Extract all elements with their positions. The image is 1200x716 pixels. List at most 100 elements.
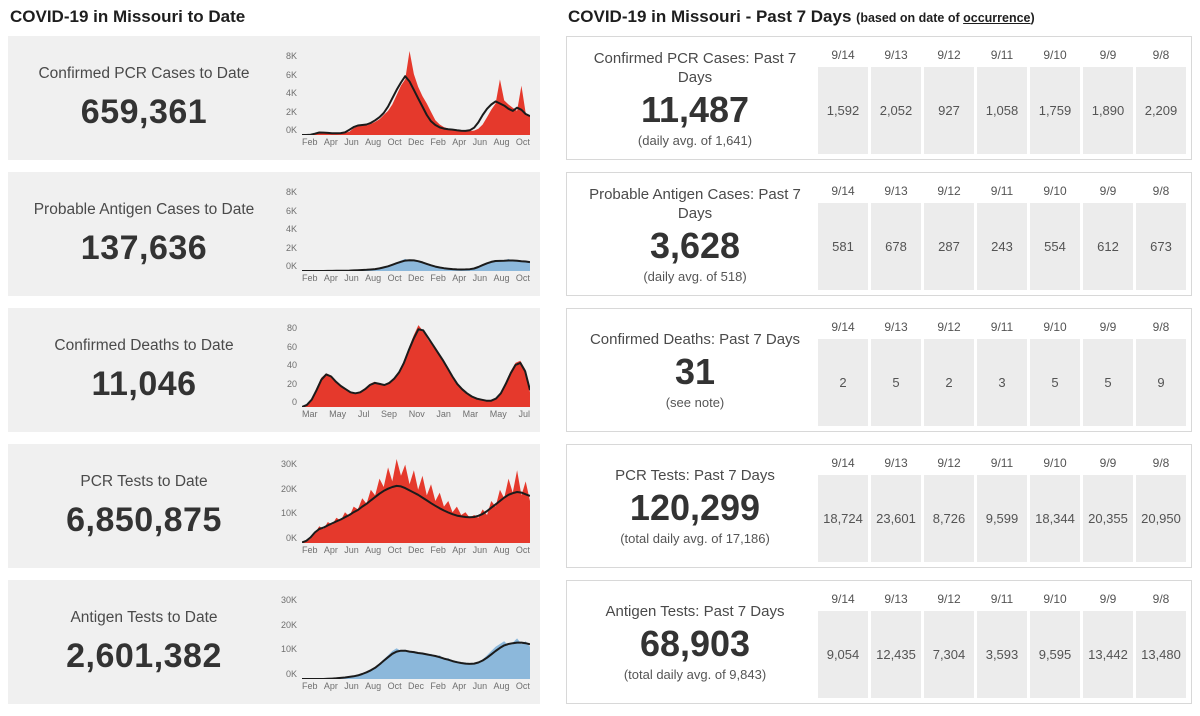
daily-value-cell: 678 (871, 203, 921, 290)
metric-label: Confirmed Deaths: Past 7 Days (589, 331, 801, 349)
card-info: Confirmed Deaths: Past 7 Days 31 (see no… (572, 314, 818, 426)
daily-value-cell: 18,344 (1030, 475, 1080, 562)
metric-label: Antigen Tests to Date (70, 608, 218, 626)
x-tick-label: Feb (430, 137, 446, 147)
sparkline-plot[interactable] (302, 51, 530, 135)
x-tick-label: Jan (436, 409, 451, 419)
day-column: 9/10 9,595 (1030, 586, 1080, 698)
daily-value-cell: 13,480 (1136, 611, 1186, 698)
date-label: 9/12 (937, 591, 961, 606)
card-info: PCR Tests: Past 7 Days 120,299 (total da… (572, 450, 818, 562)
date-label: 9/9 (1099, 47, 1117, 62)
day-column: 9/9 20,355 (1083, 450, 1133, 562)
x-axis: Feb Apr Jun Aug Oct Dec Feb Apr Jun Aug Oct (302, 543, 530, 555)
day-column: 9/13 23,601 (871, 450, 921, 562)
probable-antigen-cases-trend-chart[interactable]: 8K 6K 4K 2K 0K Feb Apr Jun Aug Oct Dec Feb Apr Jun Aug… (272, 185, 540, 283)
daily-value-cell: 18,724 (818, 475, 868, 562)
card-pcr-tests-to-date: PCR Tests to Date 6,850,875 30K 20K 10K 0K F… (8, 444, 540, 568)
y-tick-label: 30K (280, 595, 297, 605)
x-tick-label: Feb (302, 681, 318, 691)
daily-value-cell: 5 (871, 339, 921, 426)
left-panel-title: COVID-19 in Missouri to Date (10, 7, 246, 26)
day-column: 9/11 1,058 (977, 42, 1027, 154)
metric-subtext: (total daily avg. of 9,843) (623, 666, 767, 682)
daily-value-cell: 673 (1136, 203, 1186, 290)
x-tick-label: Oct (387, 545, 402, 555)
daily-value-cell: 2,052 (871, 67, 921, 154)
x-tick-label: Nov (408, 409, 425, 419)
daily-value-cell: 554 (1030, 203, 1080, 290)
y-axis: 80 60 40 20 0 (272, 323, 302, 407)
date-label: 9/13 (884, 455, 908, 470)
x-axis-spacer (272, 271, 302, 283)
x-tick-label: Apr (323, 137, 338, 147)
card-info: Confirmed Deaths to Date 11,046 (8, 337, 272, 404)
date-label: 9/12 (937, 319, 961, 334)
day-column: 9/12 287 (924, 178, 974, 290)
x-tick-label: Mar (462, 409, 479, 419)
metric-label: Confirmed PCR Cases: Past 7 Days (593, 49, 797, 87)
y-axis: 8K 6K 4K 2K 0K (272, 187, 302, 271)
card-info: Confirmed PCR Cases to Date 659,361 (8, 65, 272, 132)
sparkline-plot[interactable] (302, 459, 530, 543)
day-column: 9/9 13,442 (1083, 586, 1133, 698)
y-tick-label: 2K (285, 242, 297, 253)
x-tick-label: Jul (357, 409, 370, 419)
x-tick-label: Aug (365, 137, 382, 147)
x-tick-label: Aug (493, 681, 510, 691)
pcr-tests-trend-chart[interactable]: 30K 20K 10K 0K Feb Apr Jun Aug Oct Dec Feb Apr Jun Au… (272, 457, 540, 555)
date-label: 9/8 (1152, 183, 1170, 198)
y-tick-label: 20K (280, 619, 297, 630)
date-label: 9/11 (990, 591, 1014, 606)
card-info: Antigen Tests: Past 7 Days 68,903 (total… (572, 586, 818, 698)
y-tick-label: 0K (285, 261, 297, 271)
x-tick-label: Apr (452, 681, 467, 691)
date-label: 9/9 (1099, 319, 1117, 334)
daily-value-cell: 23,601 (871, 475, 921, 562)
antigen-tests-trend-chart[interactable]: 30K 20K 10K 0K Feb Apr Jun Aug Oct Dec Feb Apr Jun Au… (272, 593, 540, 691)
date-label: 9/11 (990, 47, 1014, 62)
x-tick-label: Apr (452, 137, 467, 147)
x-axis: Feb Apr Jun Aug Oct Dec Feb Apr Jun Aug Oct (302, 135, 530, 147)
y-axis: 30K 20K 10K 0K (272, 459, 302, 543)
x-tick-label: Jun (344, 137, 359, 147)
daily-value-cell: 243 (977, 203, 1027, 290)
day-column: 9/10 5 (1030, 314, 1080, 426)
y-tick-label: 0K (285, 125, 297, 135)
sparkline-plot[interactable] (302, 595, 530, 679)
daily-value-cell: 2 (818, 339, 868, 426)
card-confirmed-deaths-past-7-days: Confirmed Deaths: Past 7 Days 31 (see no… (566, 308, 1192, 432)
card-info: PCR Tests to Date 6,850,875 (8, 473, 272, 540)
subtitle-suffix: ) (1030, 11, 1035, 25)
day-column: 9/9 5 (1083, 314, 1133, 426)
x-tick-label: Feb (430, 545, 446, 555)
x-tick-label: Feb (302, 137, 318, 147)
metric-label: Antigen Tests: Past 7 Days (605, 603, 785, 621)
x-tick-label: Aug (365, 681, 382, 691)
x-tick-label: Feb (302, 273, 318, 283)
date-label: 9/10 (1043, 183, 1067, 198)
date-label: 9/11 (990, 183, 1014, 198)
daily-value-cell: 5 (1083, 339, 1133, 426)
metric-label: PCR Tests to Date (80, 472, 208, 490)
daily-value-cell: 7,304 (924, 611, 974, 698)
day-column: 9/8 9 (1136, 314, 1186, 426)
confirmed-pcr-cases-trend-chart[interactable]: 8K 6K 4K 2K 0K Feb Apr Jun Aug Oct Dec Feb Apr Jun Aug… (272, 49, 540, 147)
x-tick-label: Aug (365, 273, 382, 283)
x-axis: Feb Apr Jun Aug Oct Dec Feb Apr Jun Aug Oct (302, 271, 530, 283)
x-tick-label: Aug (493, 273, 510, 283)
x-tick-label: Mar (302, 409, 318, 419)
subtitle-prefix: (based on date of (856, 11, 964, 25)
confirmed-deaths-trend-chart[interactable]: 80 60 40 20 0 Mar May Jul Sep Nov Jan Mar May Jul (272, 321, 540, 419)
metric-subtext: (daily avg. of 1,641) (637, 132, 753, 148)
sparkline-plot[interactable] (302, 323, 530, 407)
occurrence-link[interactable]: occurrence (963, 11, 1031, 25)
x-tick-label: Jun (472, 545, 488, 555)
day-column: 9/13 5 (871, 314, 921, 426)
daily-value-cell: 581 (818, 203, 868, 290)
date-label: 9/14 (831, 47, 855, 62)
sparkline-plot[interactable] (302, 187, 530, 271)
daily-value-cell: 3 (977, 339, 1027, 426)
metric-label: Probable Antigen Cases to Date (33, 200, 255, 218)
day-column: 9/13 678 (871, 178, 921, 290)
